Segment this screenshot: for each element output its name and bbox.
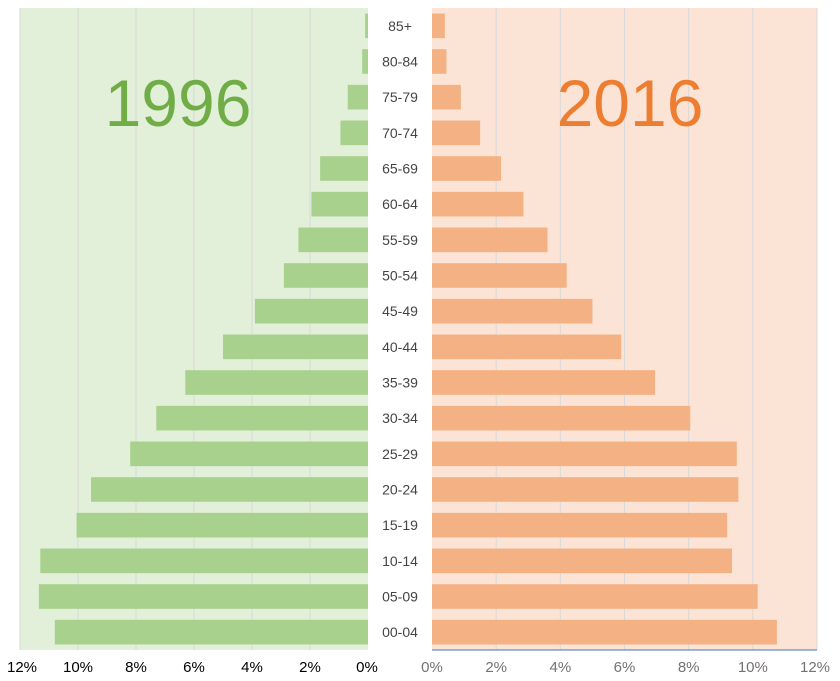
bar-1996-75-79 — [347, 84, 368, 110]
category-label: 35-39 — [382, 375, 418, 391]
bar-2016-20-24 — [432, 477, 739, 502]
category-label: 15-19 — [382, 517, 418, 533]
bar-2016-50-54 — [432, 263, 567, 288]
bar-2016-85+ — [432, 13, 445, 39]
tick-label-left: 6% — [183, 659, 205, 676]
category-label: 25-29 — [382, 446, 418, 462]
bar-2016-55-59 — [432, 227, 548, 253]
bar-1996-25-29 — [130, 441, 368, 467]
bar-1996-85+ — [365, 13, 368, 39]
bar-1996-65-69 — [320, 156, 368, 181]
category-label: 65-69 — [382, 161, 418, 177]
category-label: 20-24 — [382, 482, 418, 498]
tick-label-right: 6% — [614, 659, 636, 676]
category-label: 00-04 — [382, 624, 418, 640]
bar-2016-35-39 — [432, 370, 655, 395]
category-label: 10-14 — [382, 553, 418, 569]
bar-2016-15-19 — [432, 512, 728, 538]
bar-1996-20-24 — [91, 477, 369, 502]
series-year-labels: 1996 2016 — [105, 66, 704, 140]
category-label: 05-09 — [382, 589, 418, 605]
bar-1996-30-34 — [156, 405, 368, 431]
bar-1996-05-09 — [38, 584, 368, 609]
tick-label-left: 2% — [299, 659, 321, 676]
bar-2016-30-34 — [432, 405, 691, 431]
category-labels: 85+ 80-84 75-79 70-74 65-69 60-64 55-59 50-54 45… — [382, 18, 418, 640]
bar-2016-10-14 — [432, 548, 732, 574]
bar-1996-60-64 — [311, 191, 368, 217]
tick-label-right: 10% — [738, 659, 768, 676]
bar-2016-40-44 — [432, 334, 622, 360]
tick-label-right: 4% — [549, 659, 571, 676]
bar-1996-35-39 — [185, 370, 368, 395]
bar-2016-75-79 — [432, 84, 461, 110]
bar-2016-45-49 — [432, 298, 593, 324]
bar-1996-15-19 — [76, 512, 369, 538]
bar-1996-00-04 — [54, 619, 369, 645]
tick-label-left: 8% — [125, 659, 147, 676]
bar-1996-70-74 — [340, 120, 368, 146]
tick-label-right: 0% — [421, 659, 443, 676]
bars — [38, 13, 777, 645]
tick-label-right: 8% — [678, 659, 700, 676]
category-label: 80-84 — [382, 54, 418, 70]
bar-2016-00-04 — [432, 619, 777, 645]
bar-2016-65-69 — [432, 156, 501, 181]
bar-1996-80-84 — [362, 49, 368, 74]
category-label: 55-59 — [382, 232, 418, 248]
bar-1996-40-44 — [223, 334, 368, 360]
bar-2016-70-74 — [432, 120, 481, 146]
category-label: 70-74 — [382, 125, 418, 141]
category-label: 60-64 — [382, 196, 418, 212]
tick-label-left: 4% — [241, 659, 263, 676]
tick-label-left: 10% — [63, 659, 93, 676]
bar-2016-05-09 — [432, 584, 758, 609]
tick-label-left: 0% — [356, 659, 378, 676]
bar-1996-55-59 — [298, 227, 368, 253]
tick-label-left: 12% — [7, 659, 37, 676]
category-label: 40-44 — [382, 339, 418, 355]
tick-labels: 0% 0% 2% 2% 4% 4% 6% 6% 8% 8% 10% 10% 12% 12% — [7, 659, 830, 676]
series-label-1996: 1996 — [105, 66, 252, 140]
category-label: 85+ — [388, 18, 412, 34]
tick-label-right: 12% — [800, 659, 830, 676]
tick-label-right: 2% — [485, 659, 507, 676]
bar-1996-45-49 — [254, 298, 368, 324]
bar-2016-80-84 — [432, 49, 447, 74]
bar-2016-25-29 — [432, 441, 737, 467]
category-label: 75-79 — [382, 89, 418, 105]
bar-1996-50-54 — [283, 263, 368, 288]
bar-2016-60-64 — [432, 191, 524, 217]
category-label: 50-54 — [382, 268, 418, 284]
gridlines — [19, 8, 818, 651]
category-label: 30-34 — [382, 410, 418, 426]
category-label: 45-49 — [382, 303, 418, 319]
series-label-2016: 2016 — [557, 66, 704, 140]
bar-1996-10-14 — [40, 548, 369, 574]
